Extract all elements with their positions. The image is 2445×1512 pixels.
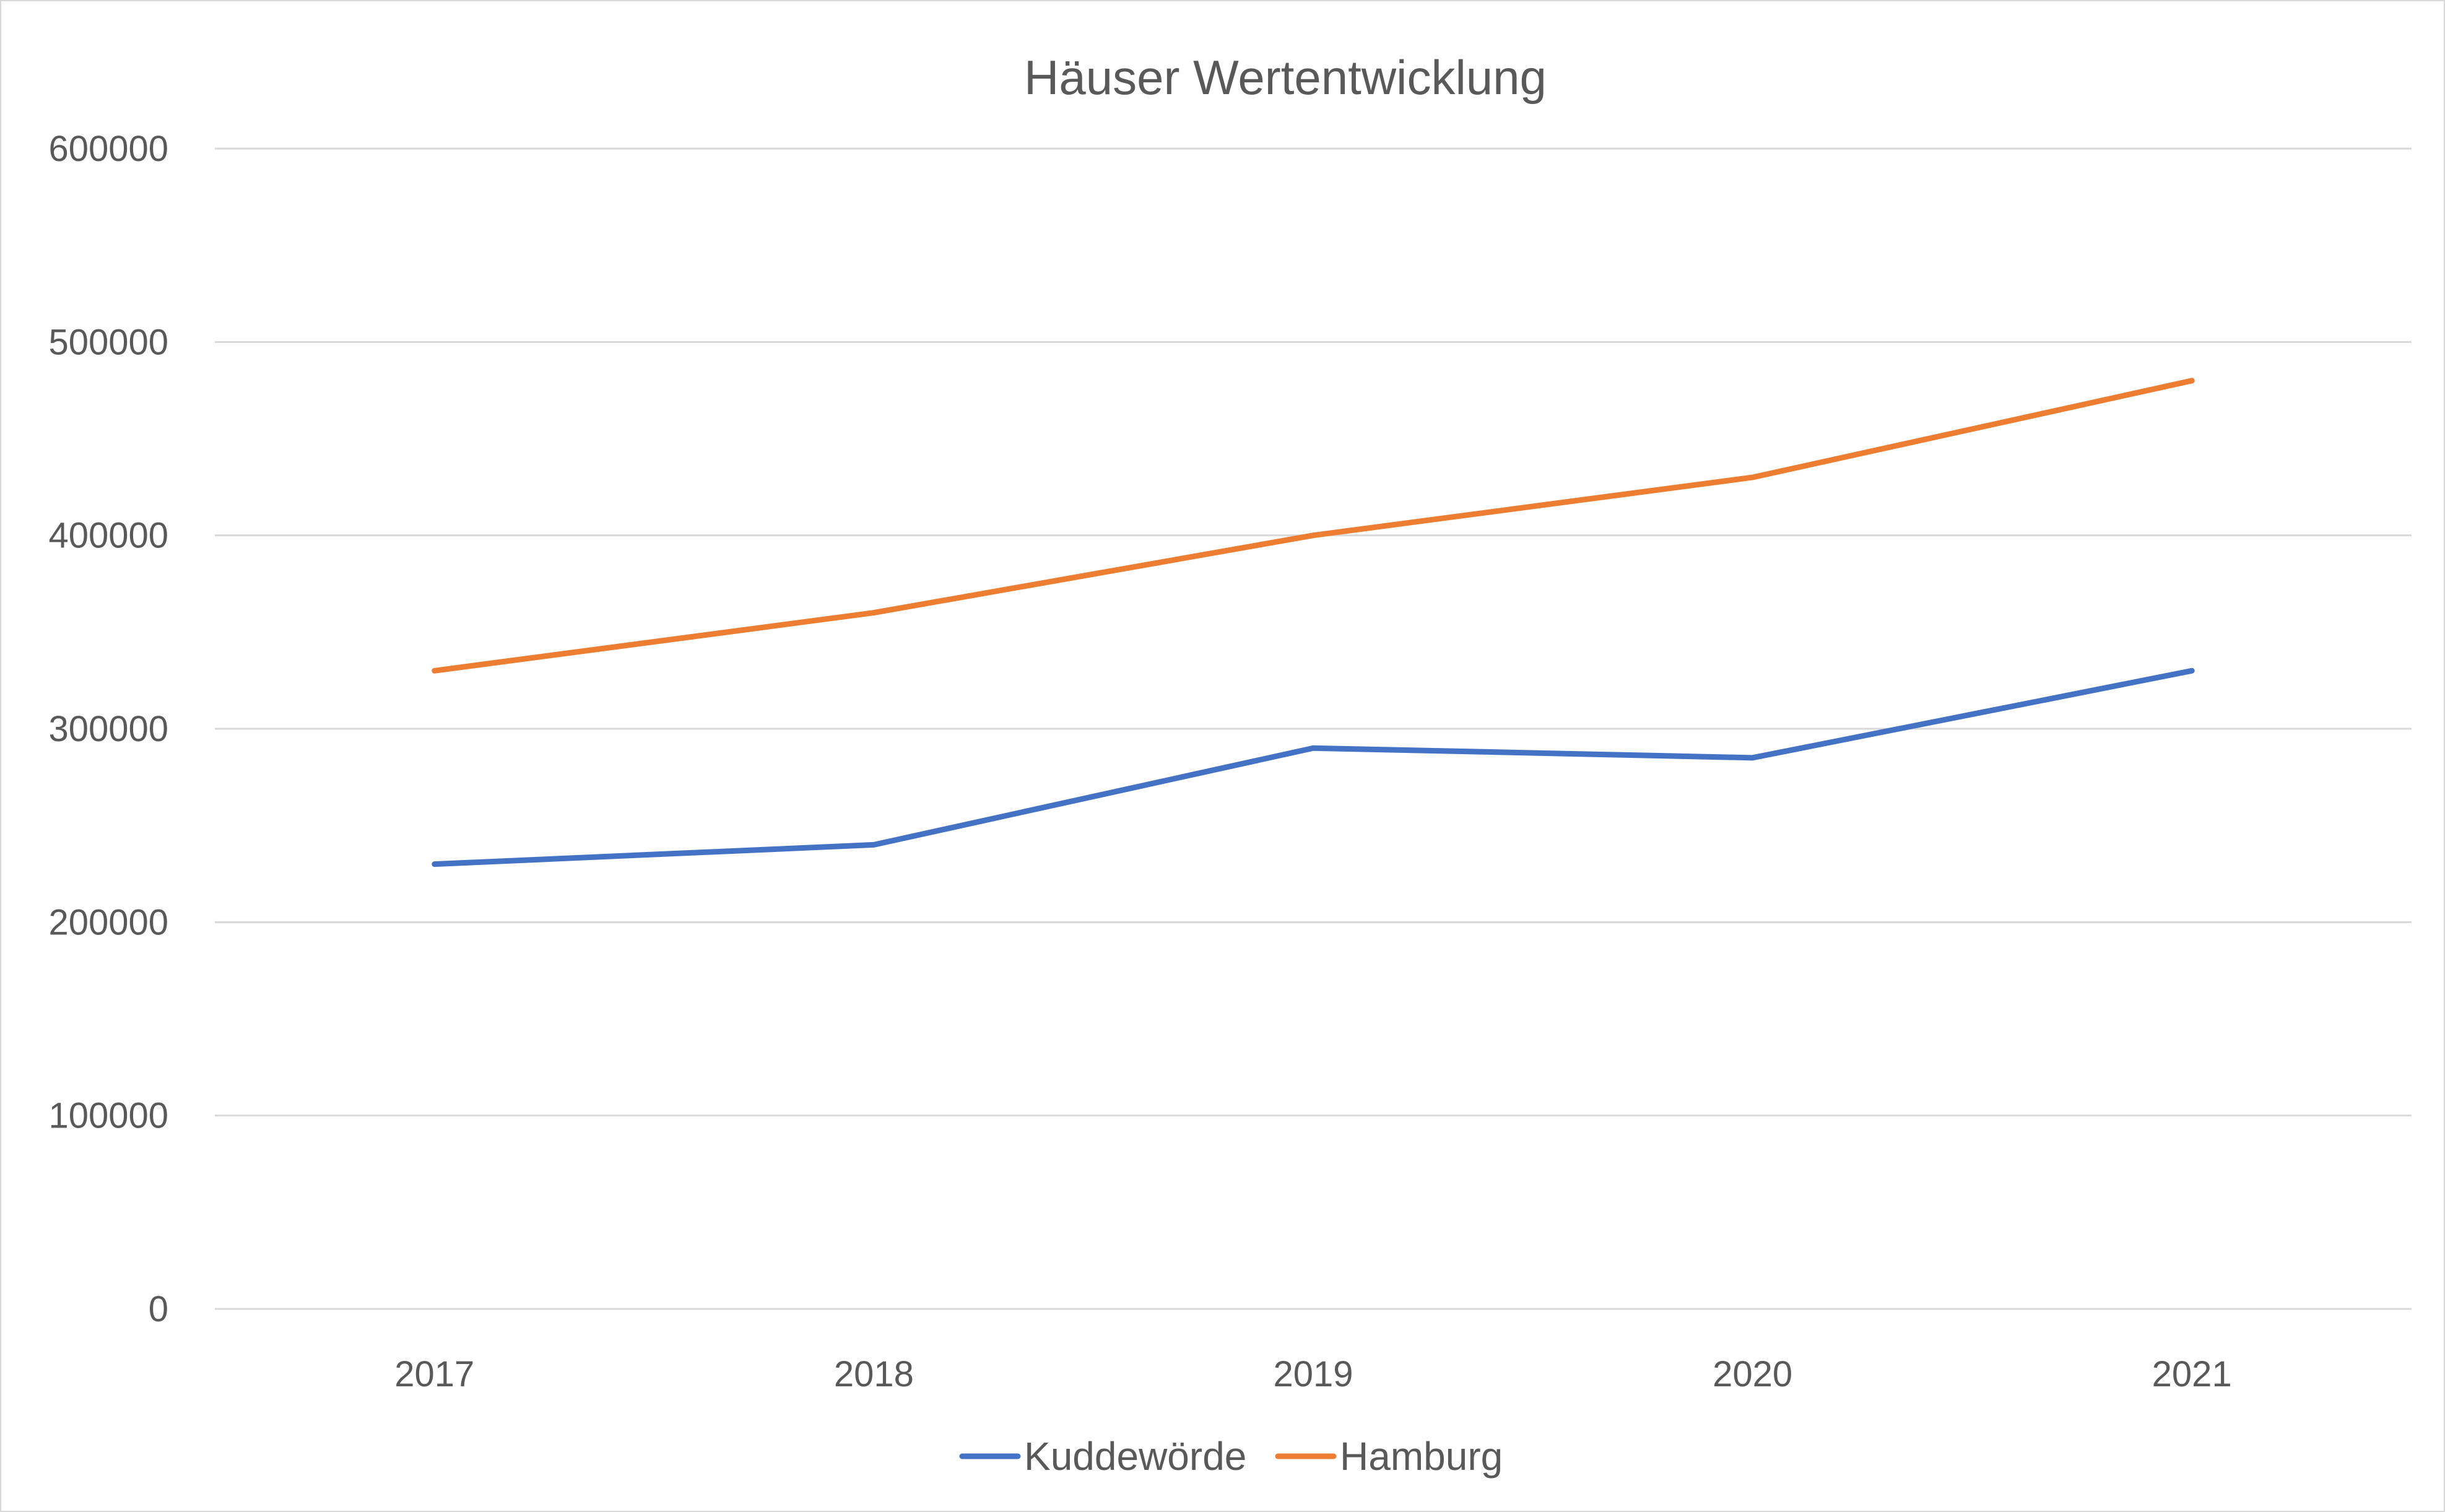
- y-tick-label-0: 0: [149, 1289, 168, 1329]
- series-line-hamburg: [432, 378, 2195, 674]
- series-line-kuddew-rde: [432, 667, 2195, 867]
- x-tick-label-2019: 2019: [1273, 1354, 1353, 1394]
- y-tick-label-500000: 500000: [48, 322, 168, 362]
- legend-label-hamburg: Hamburg: [1340, 1434, 1503, 1479]
- x-tick-label-2021: 2021: [2152, 1354, 2232, 1394]
- legend: Kuddewörde Hamburg: [959, 1434, 1503, 1479]
- x-tick-label-2017: 2017: [394, 1354, 474, 1394]
- x-tick-label-2018: 2018: [834, 1354, 914, 1394]
- gridlines: [215, 147, 2412, 1310]
- y-tick-label-600000: 600000: [48, 129, 168, 169]
- y-tick-label-300000: 300000: [48, 709, 168, 749]
- legend-label-kuddew-rde: Kuddewörde: [1024, 1434, 1246, 1479]
- x-tick-label-2020: 2020: [1713, 1354, 1792, 1394]
- y-tick-label-100000: 100000: [48, 1096, 168, 1136]
- x-axis-tick-labels: 2017 2018 2019 2020 2021: [394, 1354, 2231, 1394]
- series-lines: [432, 378, 2195, 867]
- y-tick-label-400000: 400000: [48, 516, 168, 556]
- chart-title: Häuser Wertentwicklung: [1024, 50, 1547, 105]
- y-tick-label-200000: 200000: [48, 902, 168, 942]
- y-axis-tick-labels: 0 100000 200000 300000 400000 500000 600000: [48, 129, 168, 1329]
